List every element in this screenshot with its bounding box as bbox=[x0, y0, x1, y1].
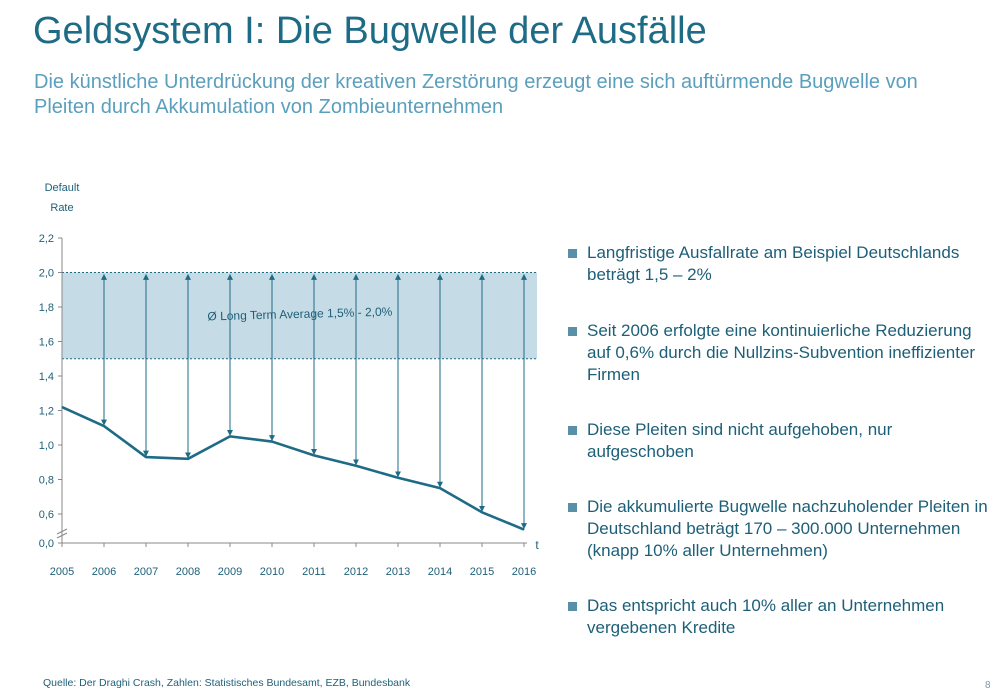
data-point bbox=[187, 458, 189, 460]
page-number: 8 bbox=[985, 680, 991, 691]
bullet-text: Das entspricht auch 10% aller an Unterne… bbox=[587, 596, 945, 637]
y-tick-label: 1,2 bbox=[39, 406, 54, 418]
y-tick-label: 0,0 bbox=[39, 538, 54, 550]
y-axis-label-line2: Rate bbox=[50, 202, 73, 214]
x-tick-label: 2016 bbox=[512, 566, 536, 578]
data-point bbox=[229, 435, 231, 437]
x-tick-label: 2008 bbox=[176, 566, 200, 578]
page-subtitle: Die künstliche Unterdrückung der kreativ… bbox=[34, 71, 918, 118]
x-tick-label: 2013 bbox=[386, 566, 410, 578]
y-tick-label: 1,6 bbox=[39, 337, 54, 349]
bullet-item: Seit 2006 erfolgte eine kontinuierliche … bbox=[567, 320, 997, 386]
data-point bbox=[61, 406, 63, 408]
band-label: Ø Long Term Average 1,5% - 2,0% bbox=[207, 305, 393, 324]
x-tick-label: 2009 bbox=[218, 566, 242, 578]
x-tick-label: 2006 bbox=[92, 566, 116, 578]
page-title: Geldsystem I: Die Bugwelle der Ausfälle bbox=[33, 10, 707, 52]
bullet-square-icon bbox=[568, 327, 577, 336]
bullet-item: Die akkumulierte Bugwelle nachzuholender… bbox=[567, 496, 997, 562]
bullet-text: Diese Pleiten sind nicht aufgehoben, nur… bbox=[587, 420, 893, 461]
x-tick-label: 2010 bbox=[260, 566, 284, 578]
bullet-list: Langfristige Ausfallrate am Beispiel Deu… bbox=[567, 242, 997, 639]
source-note: Quelle: Der Draghi Crash, Zahlen: Statis… bbox=[43, 677, 411, 689]
y-tick-label: 1,4 bbox=[39, 371, 54, 383]
series-line-default-rate bbox=[61, 405, 525, 531]
bullet-square-icon bbox=[568, 503, 577, 512]
y-tick-label: 1,8 bbox=[39, 302, 54, 314]
x-tick-label: 2014 bbox=[428, 566, 452, 578]
data-point bbox=[439, 487, 441, 489]
data-point bbox=[481, 511, 483, 513]
data-point bbox=[313, 454, 315, 456]
bullet-text: Die akkumulierte Bugwelle nachzuholender… bbox=[587, 497, 988, 560]
data-point bbox=[355, 465, 357, 467]
data-point bbox=[103, 425, 105, 427]
average-band bbox=[62, 272, 537, 359]
y-tick-label: 1,0 bbox=[39, 440, 54, 452]
y-tick-label: 2,2 bbox=[39, 233, 54, 245]
x-tick-label: 2007 bbox=[134, 566, 158, 578]
y-tick-label: 0,8 bbox=[39, 475, 54, 487]
bullet-text: Seit 2006 erfolgte eine kontinuierliche … bbox=[587, 321, 976, 384]
x-tick-label: 2005 bbox=[50, 566, 74, 578]
data-point bbox=[271, 441, 273, 443]
bullet-square-icon bbox=[568, 249, 577, 258]
axis-break-mark bbox=[56, 528, 68, 539]
data-point bbox=[145, 456, 147, 458]
y-tick-label: 0,6 bbox=[39, 509, 54, 521]
x-tick-label: 2012 bbox=[344, 566, 368, 578]
y-axis-label-line1: Default bbox=[45, 182, 80, 194]
y-tick-label: 2,0 bbox=[39, 268, 54, 280]
bullet-item: Das entspricht auch 10% aller an Unterne… bbox=[567, 595, 997, 639]
x-tick-label: 2011 bbox=[302, 566, 326, 578]
data-point bbox=[523, 529, 525, 531]
x-tick-label: 2015 bbox=[470, 566, 494, 578]
bullet-square-icon bbox=[568, 602, 577, 611]
x-axis-label: t bbox=[535, 538, 539, 552]
data-point bbox=[397, 477, 399, 479]
bullet-square-icon bbox=[568, 426, 577, 435]
bullet-item: Langfristige Ausfallrate am Beispiel Deu… bbox=[567, 242, 997, 286]
bullet-text: Langfristige Ausfallrate am Beispiel Deu… bbox=[587, 243, 960, 284]
bullet-item: Diese Pleiten sind nicht aufgehoben, nur… bbox=[567, 419, 997, 463]
